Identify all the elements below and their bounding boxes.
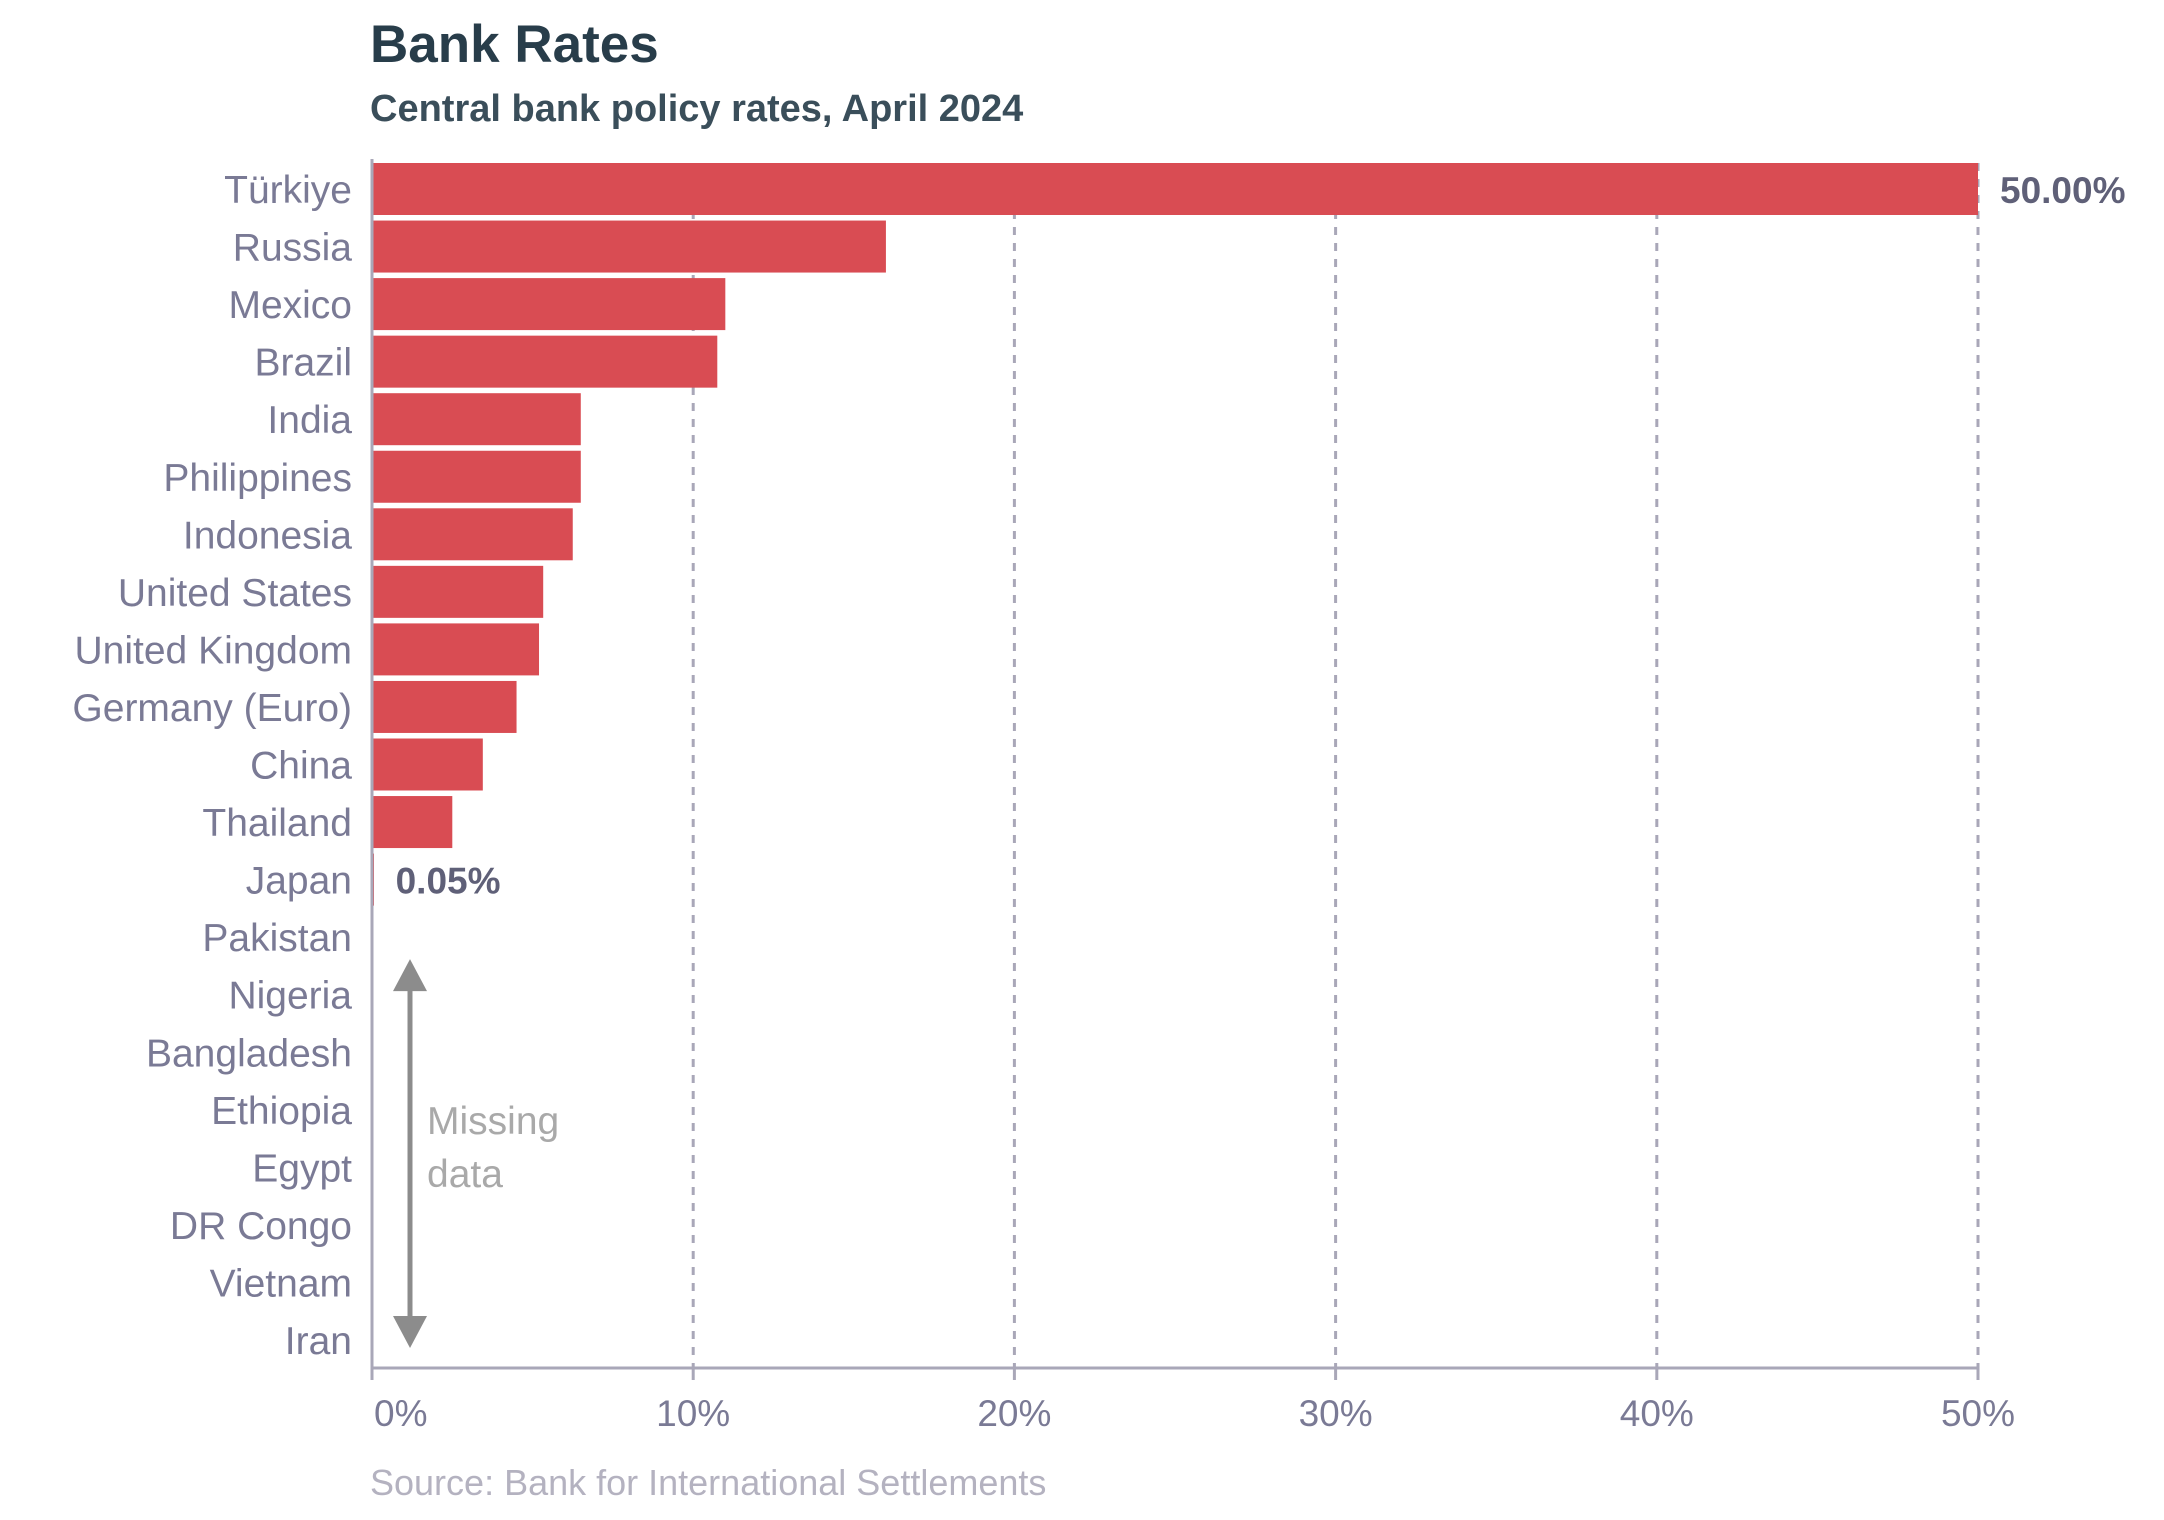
chart-subtitle: Central bank policy rates, April 2024 <box>370 88 1024 130</box>
x-tick-label-20: 20% <box>977 1393 1051 1434</box>
category-label-ethiopia: Ethiopia <box>211 1090 352 1133</box>
category-label-india: India <box>267 399 352 442</box>
x-tick-label-30: 30% <box>1299 1393 1373 1434</box>
value-label-japan: 0.05% <box>396 861 501 902</box>
category-label-iran: Iran <box>285 1320 352 1363</box>
annotation-text-line-1: Missing <box>427 1100 559 1143</box>
annotation-arrow-up-head <box>393 959 427 992</box>
category-label-vietnam: Vietnam <box>210 1262 352 1305</box>
bar-china <box>372 738 483 791</box>
bar-philippines <box>372 450 581 503</box>
category-label-brazil: Brazil <box>254 342 352 385</box>
bar-mexico <box>372 278 726 331</box>
gridlines <box>691 163 1980 1368</box>
bar-india <box>372 393 581 446</box>
category-labels: Türkiye Russia Mexico Brazil India Philippine… <box>72 169 352 1363</box>
annotation-text-line-2: data <box>427 1153 503 1196</box>
bars <box>372 163 1978 906</box>
category-label-philippines: Philippines <box>163 457 352 500</box>
bar-united-states <box>372 565 544 618</box>
category-label-dr-congo: DR Congo <box>170 1205 352 1248</box>
bar-t-rkiye <box>372 163 1978 215</box>
category-label-japan: Japan <box>246 860 352 903</box>
category-label-bangladesh: Bangladesh <box>146 1032 352 1075</box>
x-tick-label-50: 50% <box>1941 1393 2015 1434</box>
source-note: Source: Bank for International Settlemen… <box>370 1462 1047 1503</box>
bar-russia <box>372 220 886 273</box>
x-axis-ticks: 0% 10% 20% 30% 40% 50% <box>370 159 2015 1434</box>
category-label-indonesia: Indonesia <box>183 514 352 557</box>
bar-indonesia <box>372 508 573 561</box>
category-label-egypt: Egypt <box>252 1147 352 1190</box>
category-label-china: China <box>250 745 352 788</box>
category-label-pakistan: Pakistan <box>202 917 352 960</box>
x-tick-label-0: 0% <box>374 1393 427 1434</box>
category-label-russia: Russia <box>233 227 353 270</box>
category-label-thailand: Thailand <box>202 802 352 845</box>
category-label-germany-euro: Germany (Euro) <box>72 687 352 730</box>
category-label-united-kingdom: United Kingdom <box>75 629 353 672</box>
value-label-t-rkiye: 50.00% <box>2000 170 2126 211</box>
x-tick-label-40: 40% <box>1620 1393 1694 1434</box>
x-tick-label-10: 10% <box>656 1393 730 1434</box>
category-label-mexico: Mexico <box>228 284 352 327</box>
bar-thailand <box>372 796 453 849</box>
category-label-nigeria: Nigeria <box>228 975 352 1018</box>
bar-brazil <box>372 335 718 388</box>
chart-title: Bank Rates <box>370 15 659 74</box>
missing-data-annotation: Missing data <box>393 959 559 1348</box>
annotation-arrow-down-head <box>393 1316 427 1348</box>
bar-united-kingdom <box>372 623 540 676</box>
value-labels: 50.00% 0.05% <box>396 170 2126 902</box>
category-label-t-rkiye: Türkiye <box>224 169 352 212</box>
category-label-united-states: United States <box>118 572 352 615</box>
bar-germany-euro <box>372 680 517 733</box>
